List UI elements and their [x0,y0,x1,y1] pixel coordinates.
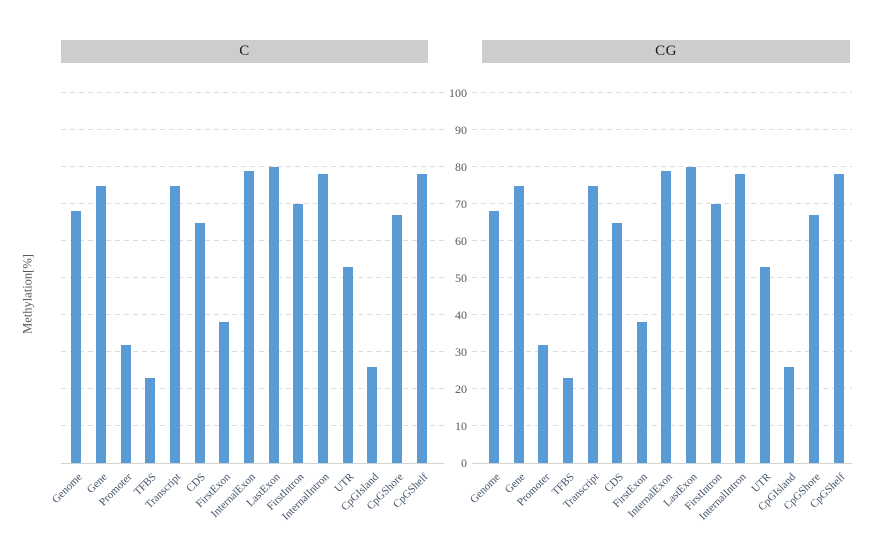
category-slot: LastExon [244,93,286,509]
category-slot: LastExon [661,93,704,509]
gridline-80 [472,166,852,167]
y-tick-label: 90 [455,123,467,137]
category-slot: Transcript [561,93,605,511]
bar-gene [513,185,524,463]
category-slot: Genome [468,93,507,506]
bar-cpgshore [392,215,403,463]
y-tick-label: 30 [455,345,467,359]
y-tick-label: 20 [455,382,467,396]
bars-container: Genome Gene Promoter TFBS Transcript CDS First… [468,93,851,523]
bar-transcript [587,185,598,463]
bar-gene [96,185,106,463]
y-tick-label: 70 [455,197,467,211]
panel-title-c: C [61,40,428,63]
bar-firstexon [636,322,647,463]
category-slot: CpGShore [781,93,827,512]
gridline-100 [61,92,444,93]
bar-internalexon [661,170,672,463]
gridline-80 [61,166,444,167]
bar-cds [194,222,205,463]
bar-tfbs [145,377,156,463]
bars-container: Genome Gene Promoter TFBS Transcript CDS First… [50,93,434,523]
y-tick-label: 50 [455,271,467,285]
bar-firstintron [293,204,304,463]
bar-utr [759,266,770,463]
category-slot: CDS [602,93,630,495]
category-slot: UTR [332,93,360,495]
category-slot: CpGShelf [391,93,434,511]
bar-genome [71,211,82,463]
y-tick-label: 60 [455,234,467,248]
bar-cpgisland [784,366,795,463]
category-slot: TFBS [132,93,163,498]
category-slot: Gene [85,93,114,496]
y-tick-label: 100 [449,86,467,100]
bar-lastexon [686,167,697,463]
chart-panel-cg: Genome Gene Promoter TFBS Transcript CDS First… [468,92,852,523]
y-axis-ticks: 0 10 20 30 40 50 60 70 80 90 100 [430,86,467,470]
category-slot: CpGShore [364,93,410,512]
bar-firstexon [219,322,230,463]
y-axis-title: Methylation[%] [20,254,35,334]
bar-firstintron [710,204,721,463]
x-tick-label: Genome [49,471,85,506]
y-tick-label: 0 [461,456,467,470]
chart-panel-c: Genome Gene Promoter TFBS Transcript CDS First… [50,92,444,523]
category-slot: CpGIsland [339,93,385,513]
category-slot: FirstExon [611,93,655,510]
y-tick-label: 40 [455,308,467,322]
x-tick-label: Genome [467,471,503,506]
category-slot: Promoter [515,93,556,508]
category-slot: InternalExon [208,93,262,520]
y-tick-label: 10 [455,419,467,433]
bar-internalintron [735,174,746,463]
gridline-90 [61,129,444,130]
category-slot: FirstIntron [265,93,311,513]
category-slot: Promoter [97,93,138,508]
y-tick-label: 80 [455,160,467,174]
bar-promoter [538,344,549,463]
bar-promoter [120,344,131,463]
bar-cpgshelf [416,174,427,463]
category-slot: CpGIsland [756,93,802,513]
gridline-100 [472,92,852,93]
bar-utr [342,266,353,463]
category-slot: Transcript [143,93,188,511]
bar-genome [489,211,500,463]
bar-internalintron [318,174,329,463]
bar-transcript [170,185,181,463]
category-slot: CDS [185,93,212,495]
category-slot: FirstExon [194,93,237,510]
category-slot: CpGShelf [807,93,851,511]
category-slot: InternalIntron [280,93,336,523]
bar-cpgisland [367,366,378,463]
category-slot: Gene [502,93,532,496]
category-slot: InternalIntron [697,93,753,523]
bar-lastexon [268,167,279,463]
category-slot: UTR [749,93,778,495]
bar-cpgshelf [833,174,844,463]
category-slot: TFBS [549,93,581,498]
gridline-90 [472,129,852,130]
bar-cpgshore [809,215,820,463]
panel-title-cg: CG [482,40,850,63]
bar-cds [612,222,623,463]
category-slot: InternalExon [626,93,679,520]
bar-internalexon [244,170,255,463]
category-slot: FirstIntron [682,93,728,513]
bar-tfbs [563,377,574,463]
category-slot: Genome [50,93,89,506]
